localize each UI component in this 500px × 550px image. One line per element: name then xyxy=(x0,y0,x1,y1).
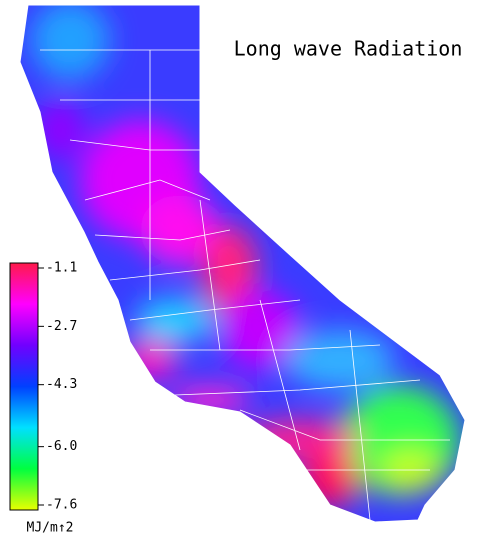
colorbar-unit: MJ/m↑2 xyxy=(27,521,74,536)
colorbar-tick-label: -6.0 xyxy=(46,439,77,454)
colorbar xyxy=(9,262,39,511)
colorbar-tick-label: -4.3 xyxy=(46,377,77,392)
colorbar-tick-label: -2.7 xyxy=(46,319,77,334)
colorbar-tick-label: -1.1 xyxy=(46,261,77,276)
map-title: Long wave Radiation xyxy=(234,37,463,61)
state-outline xyxy=(19,4,466,523)
colorbar-tick-label: -7.6 xyxy=(46,498,77,513)
